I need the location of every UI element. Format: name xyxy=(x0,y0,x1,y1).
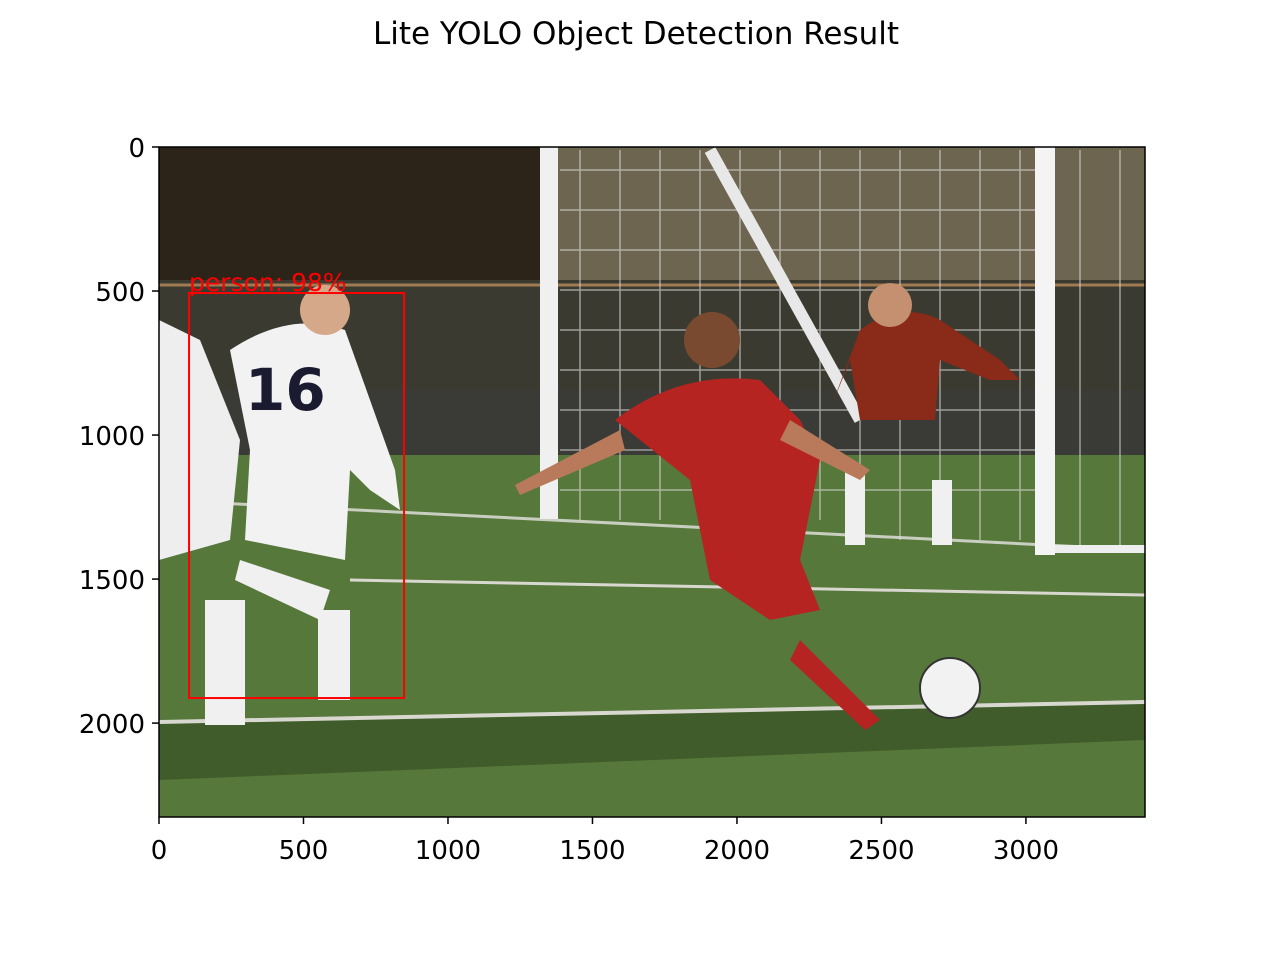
jersey-number: 16 xyxy=(245,356,326,424)
x-tick-label: 0 xyxy=(151,836,168,866)
chart-title: Lite YOLO Object Detection Result xyxy=(373,16,899,52)
x-tick-label: 1500 xyxy=(559,836,625,866)
x-tick-label: 500 xyxy=(279,836,329,866)
x-tick-label: 1000 xyxy=(415,836,481,866)
photo: 16 xyxy=(159,147,1145,817)
detection-box xyxy=(188,292,406,700)
x-tick-label: 2500 xyxy=(848,836,914,866)
axes-frame xyxy=(158,146,1146,818)
y-tick-label: 0 xyxy=(128,134,145,164)
y-tick-label: 1500 xyxy=(79,566,145,596)
x-tick-label: 2000 xyxy=(704,836,770,866)
y-tick-label: 2000 xyxy=(79,710,145,740)
detection-label: person: 98% xyxy=(189,268,347,297)
x-tick-label: 3000 xyxy=(993,836,1059,866)
y-tick-label: 1000 xyxy=(79,422,145,452)
y-tick-label: 500 xyxy=(95,278,145,308)
